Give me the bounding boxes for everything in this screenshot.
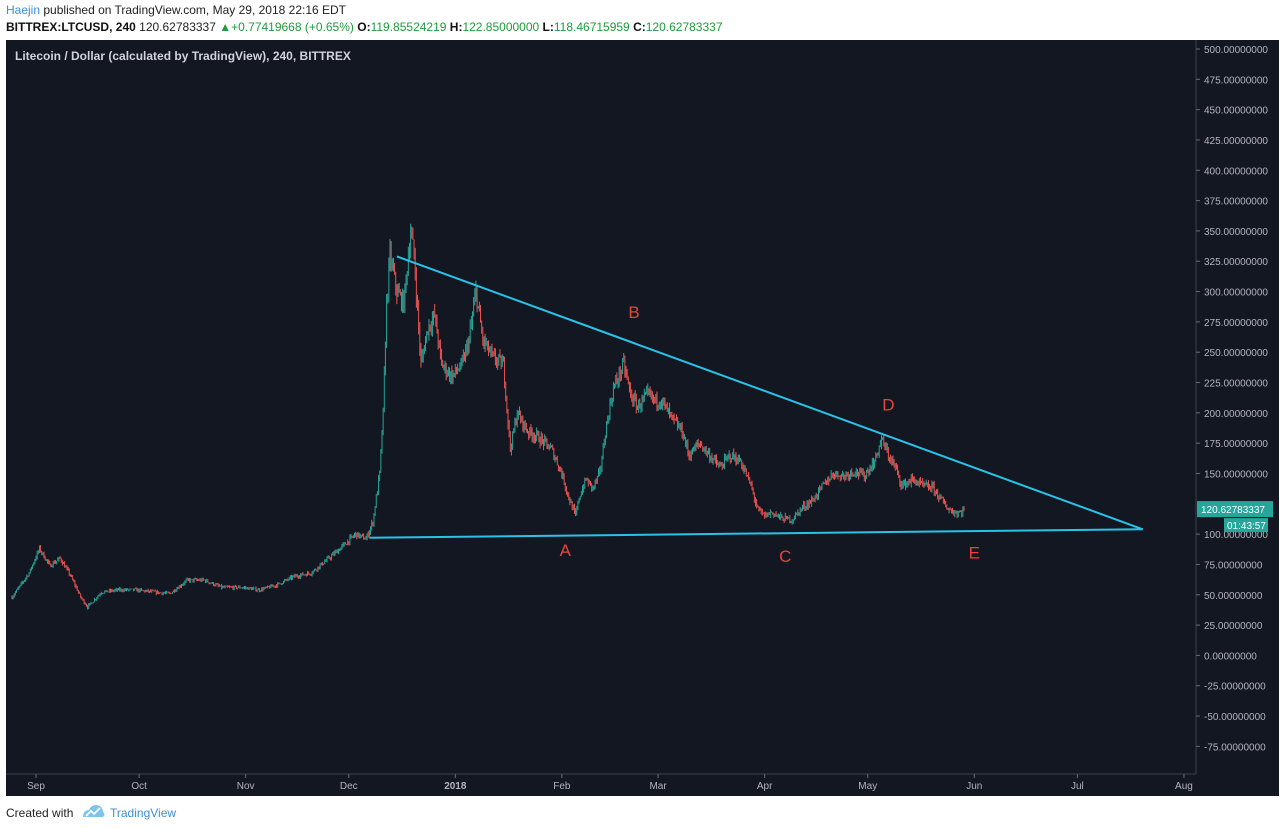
trendline-lower[interactable] xyxy=(369,528,1143,539)
y-tick-label: 350.00000000 xyxy=(1204,227,1268,238)
chart-background xyxy=(6,40,1279,796)
x-tick-label: Jul xyxy=(1071,781,1084,792)
tradingview-logo-icon[interactable] xyxy=(82,804,106,820)
trendline-upper[interactable] xyxy=(396,255,1144,531)
created-with-text: Created with xyxy=(6,806,74,820)
close-value: 120.62783337 xyxy=(645,20,723,34)
last-price-tag xyxy=(1197,501,1273,518)
y-tick-label: 475.00000000 xyxy=(1204,75,1268,86)
last-price-tag-label: 120.62783337 xyxy=(1201,505,1265,516)
x-tick-label: Jun xyxy=(966,781,982,792)
wave-label-a[interactable]: A xyxy=(560,541,572,560)
x-tick-label: Oct xyxy=(131,781,147,792)
x-tick-label: Aug xyxy=(1175,781,1193,792)
wave-label-c[interactable]: C xyxy=(779,547,791,566)
low-label: L: xyxy=(542,20,554,34)
y-tick-label: 50.00000000 xyxy=(1204,591,1263,602)
y-tick-label: 25.00000000 xyxy=(1204,621,1263,632)
y-tick-label: 500.00000000 xyxy=(1204,45,1268,56)
high-label: H: xyxy=(449,20,463,34)
x-tick-label: Sep xyxy=(27,781,45,792)
open-label: O: xyxy=(357,20,371,34)
x-tick-label: Dec xyxy=(340,781,358,792)
y-tick-label: -25.00000000 xyxy=(1204,682,1266,693)
symbol-line: BITTREX:LTCUSD, 240 120.62783337 ▲+0.774… xyxy=(6,20,723,34)
low-value: 118.46715959 xyxy=(553,20,630,34)
y-tick-label: 325.00000000 xyxy=(1204,257,1268,268)
price-chart[interactable]: A B C D E 500.00000000 475.00000000 450.000000… xyxy=(6,40,1279,796)
x-tick-label: Apr xyxy=(757,781,773,792)
y-tick-label: 100.00000000 xyxy=(1204,530,1268,541)
y-tick-label: 75.00000000 xyxy=(1204,560,1263,571)
y-tick-label: 175.00000000 xyxy=(1204,439,1268,450)
x-tick-label: Feb xyxy=(553,781,571,792)
y-tick-label: 250.00000000 xyxy=(1204,348,1268,359)
footer: Created with TradingView xyxy=(0,796,1280,829)
x-tick-label: 2018 xyxy=(444,781,467,792)
y-tick-label: 225.00000000 xyxy=(1204,379,1268,390)
y-tick-label: 300.00000000 xyxy=(1204,288,1268,299)
y-tick-label: 400.00000000 xyxy=(1204,166,1268,177)
y-tick-label: -50.00000000 xyxy=(1204,712,1266,723)
publish-line: Haejin published on TradingView.com, May… xyxy=(6,3,346,17)
y-tick-label: 0.00000000 xyxy=(1204,651,1257,662)
countdown-label: 01:43:57 xyxy=(1227,521,1266,532)
y-tick-label: 450.00000000 xyxy=(1204,106,1268,117)
y-tick-label: 375.00000000 xyxy=(1204,197,1268,208)
chart-area[interactable]: A B C D E 500.00000000 475.00000000 450.000000… xyxy=(6,40,1279,796)
price-change: +0.77419668 (+0.65%) xyxy=(231,20,354,34)
chart-title: Litecoin / Dollar (calculated by Trading… xyxy=(15,49,351,63)
wave-label-d[interactable]: D xyxy=(882,395,894,414)
x-tick-label: Nov xyxy=(237,781,255,792)
tradingview-brand-link[interactable]: TradingView xyxy=(110,806,177,820)
up-arrow-icon: ▲ xyxy=(219,20,232,34)
author-link[interactable]: Haejin xyxy=(6,3,41,17)
x-tick-label: Mar xyxy=(649,781,667,792)
y-tick-label: 275.00000000 xyxy=(1204,318,1268,329)
y-tick-label: -75.00000000 xyxy=(1204,742,1266,753)
y-tick-label: 150.00000000 xyxy=(1204,469,1268,480)
y-tick-label: 200.00000000 xyxy=(1204,409,1268,420)
symbol-label: BITTREX:LTCUSD, 240 xyxy=(6,20,136,34)
chart-header: Haejin published on TradingView.com, May… xyxy=(0,0,1280,40)
y-tick-label: 425.00000000 xyxy=(1204,136,1268,147)
publish-info: published on TradingView.com, May 29, 20… xyxy=(43,3,347,17)
countdown-tag xyxy=(1224,518,1268,533)
open-value: 119.85524219 xyxy=(370,20,447,34)
wave-label-b[interactable]: B xyxy=(628,303,639,322)
high-value: 122.85000000 xyxy=(462,20,540,34)
close-label: C: xyxy=(633,20,646,34)
last-price: 120.62783337 xyxy=(139,20,216,34)
wave-label-e[interactable]: E xyxy=(969,543,980,562)
x-tick-label: May xyxy=(858,781,877,792)
